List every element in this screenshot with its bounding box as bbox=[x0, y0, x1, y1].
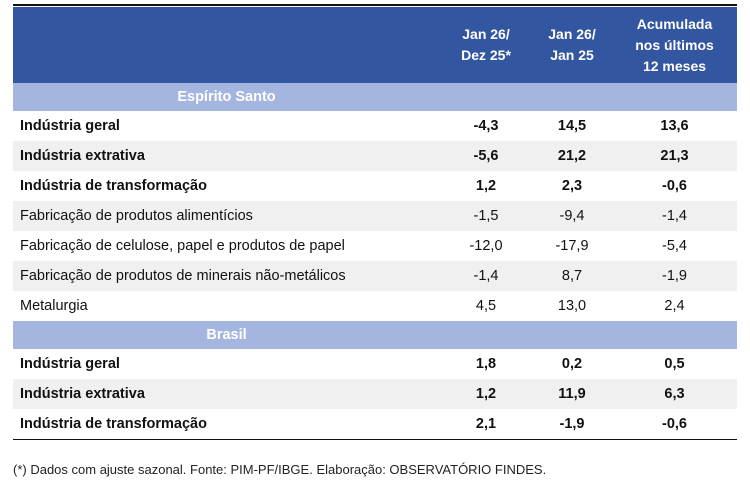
row-value: 13,0 bbox=[557, 298, 587, 314]
row-label: Metalurgia bbox=[20, 298, 88, 314]
header-jan-jan: Jan 26/Jan 25 bbox=[532, 7, 612, 83]
band-cell bbox=[532, 321, 612, 349]
row-value: 13,6 bbox=[660, 118, 689, 134]
industry-production-table: Jan 26/Dez 25* Jan 26/Jan 25 Acumulada no… bbox=[13, 7, 737, 440]
row-value: -0,6 bbox=[662, 178, 687, 194]
row-value: -5,6 bbox=[440, 141, 532, 171]
header-label-column bbox=[13, 7, 440, 83]
band-cell bbox=[532, 83, 612, 111]
section-band: Brasil bbox=[13, 321, 737, 349]
row-value: 2,1 bbox=[440, 409, 532, 440]
row-value: -1,4 bbox=[612, 201, 737, 231]
row-value: -9,4 bbox=[532, 201, 612, 231]
row-value: -1,9 bbox=[532, 409, 612, 440]
row-label: Fabricação de produtos alimentícios bbox=[13, 201, 440, 231]
row-label: Fabricação de celulose, papel e produtos… bbox=[20, 238, 345, 254]
header-line: 12 meses bbox=[642, 57, 707, 74]
table-row: Indústria de transformação 1,2 2,3 -0,6 bbox=[13, 171, 737, 201]
row-value: -17,9 bbox=[555, 238, 589, 254]
row-value: 2,4 bbox=[664, 298, 685, 314]
row-value: -1,4 bbox=[440, 261, 532, 291]
table-row: Indústria geral 1,8 0,2 0,5 bbox=[13, 349, 737, 379]
row-value: -12,0 bbox=[469, 238, 503, 254]
row-value: 14,5 bbox=[557, 118, 587, 134]
row-value: -1,5 bbox=[440, 201, 532, 231]
row-label: Indústria geral bbox=[20, 118, 120, 134]
row-label: Indústria de transformação bbox=[13, 409, 440, 440]
row-value: -4,3 bbox=[473, 118, 499, 134]
band-cell bbox=[612, 83, 737, 111]
band-cell bbox=[440, 321, 532, 349]
row-value: 1,2 bbox=[440, 379, 532, 409]
header-line: Dez 25* bbox=[461, 47, 511, 63]
row-value: 1,2 bbox=[475, 178, 497, 194]
header-line: Jan 26/ bbox=[548, 26, 596, 42]
row-label: Indústria extrativa bbox=[13, 141, 440, 171]
row-value: 0,5 bbox=[664, 356, 685, 372]
band-cell bbox=[440, 83, 532, 111]
top-rule bbox=[13, 4, 737, 6]
row-value: 2,3 bbox=[561, 178, 583, 194]
header-jan-dez: Jan 26/Dez 25* bbox=[440, 7, 532, 83]
header-row: Jan 26/Dez 25* Jan 26/Jan 25 Acumulada no… bbox=[13, 7, 737, 83]
table-row: Fabricação de produtos alimentícios -1,5-… bbox=[13, 201, 737, 231]
row-value: 11,9 bbox=[532, 379, 612, 409]
row-value: 21,3 bbox=[612, 141, 737, 171]
table-row: Fabricação de produtos de minerais não-m… bbox=[13, 261, 737, 291]
section-band: Espírito Santo bbox=[13, 83, 737, 111]
table-row: Metalurgia 4,5 13,0 2,4 bbox=[13, 291, 737, 321]
table-row: Fabricação de celulose, papel e produtos… bbox=[13, 231, 737, 261]
row-label: Fabricação de produtos de minerais não-m… bbox=[13, 261, 440, 291]
row-value: 1,8 bbox=[475, 356, 497, 372]
header-line: Jan 25 bbox=[550, 47, 594, 63]
row-value: -1,9 bbox=[612, 261, 737, 291]
band-cell bbox=[612, 321, 737, 349]
footnote: (*) Dados com ajuste sazonal. Fonte: PIM… bbox=[13, 462, 547, 477]
section-title: Espírito Santo bbox=[13, 83, 440, 111]
section-title: Brasil bbox=[13, 321, 440, 349]
row-value: -5,4 bbox=[662, 238, 687, 254]
table-row: Indústria extrativa 1,2 11,9 6,3 bbox=[13, 379, 737, 409]
header-acumulada: Acumulada nos últimos 12 meses bbox=[612, 7, 737, 83]
table-row: Indústria geral -4,3 14,5 13,6 bbox=[13, 111, 737, 141]
row-value: 6,3 bbox=[612, 379, 737, 409]
table-row: Indústria extrativa -5,6 21,2 21,3 bbox=[13, 141, 737, 171]
row-value: -0,6 bbox=[612, 409, 737, 440]
header-line: Acumulada bbox=[636, 15, 713, 32]
header-line: Jan 26/ bbox=[462, 26, 510, 42]
row-value: 21,2 bbox=[532, 141, 612, 171]
row-label: Indústria extrativa bbox=[13, 379, 440, 409]
row-value: 4,5 bbox=[475, 298, 497, 314]
row-value: 8,7 bbox=[532, 261, 612, 291]
header-line: nos últimos bbox=[635, 36, 714, 53]
row-label: Indústria de transformação bbox=[20, 178, 207, 194]
row-value: 0,2 bbox=[561, 356, 583, 372]
row-label: Indústria geral bbox=[20, 356, 120, 372]
table-row: Indústria de transformação 2,1 -1,9 -0,6 bbox=[13, 409, 737, 440]
